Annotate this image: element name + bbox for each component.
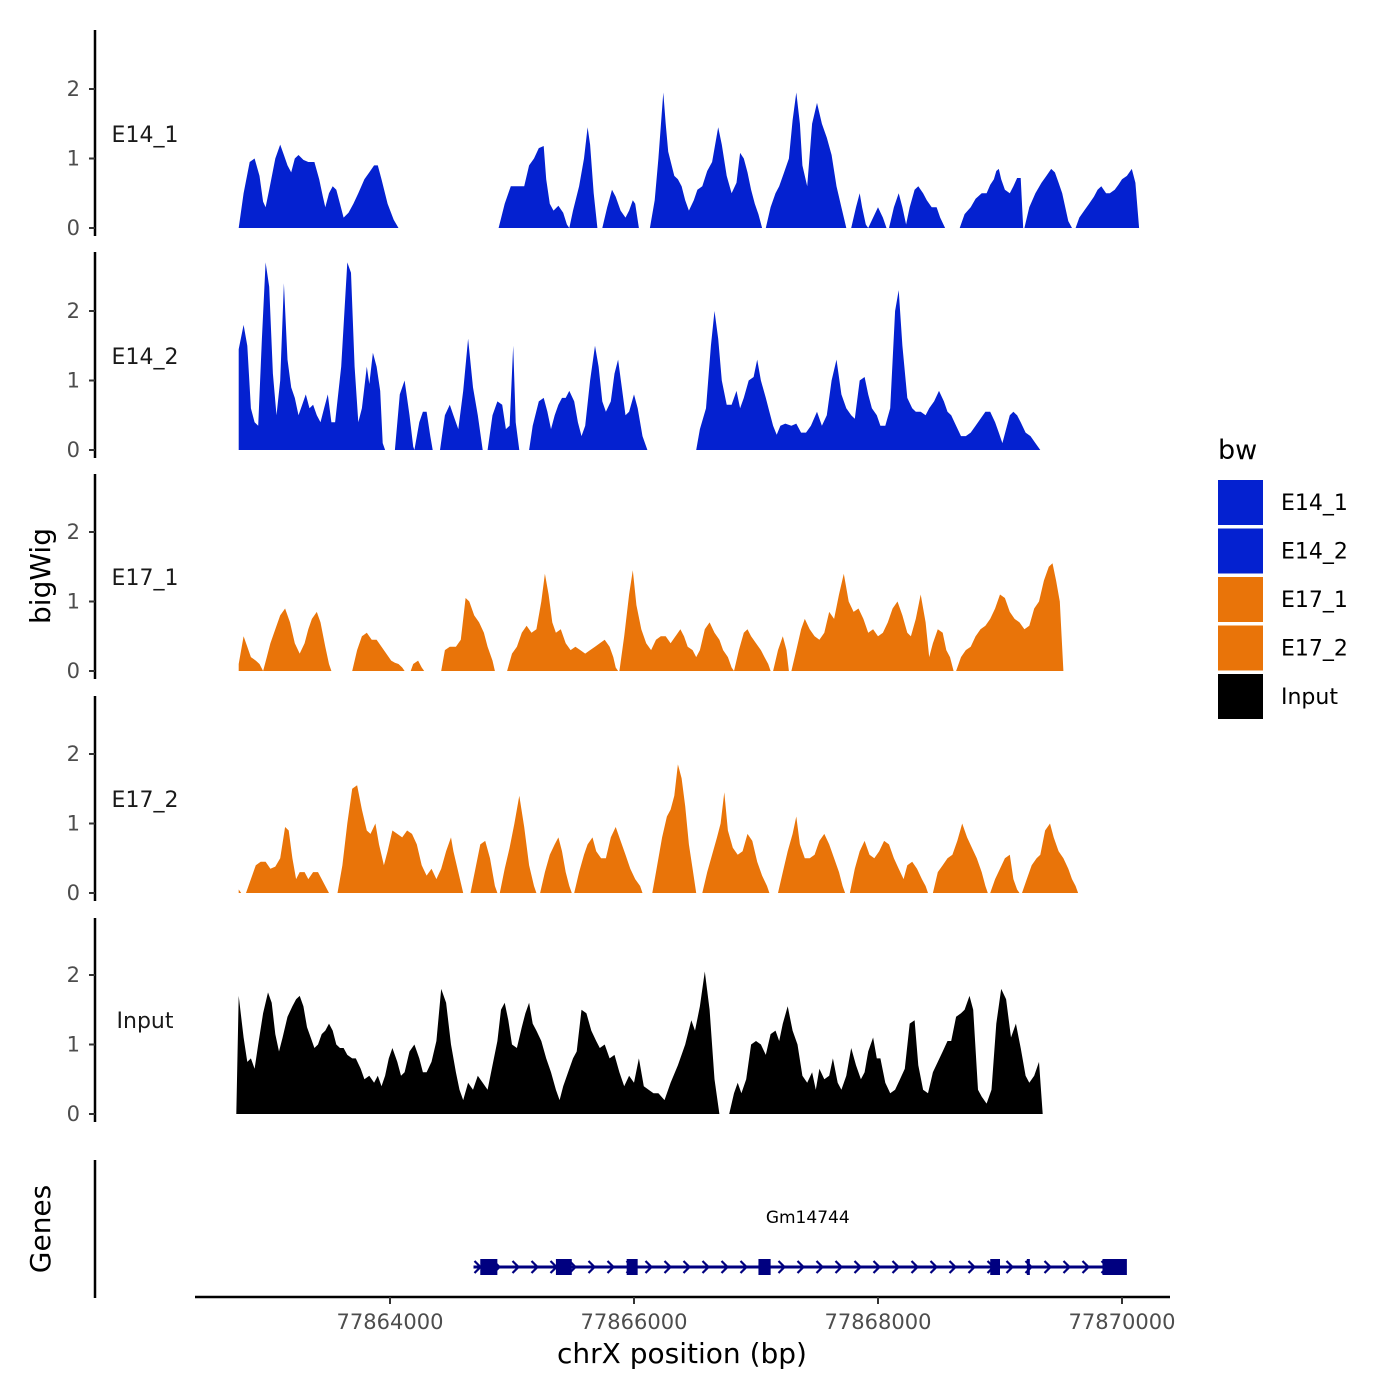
track-label-E17_2: E17_2: [112, 788, 179, 813]
legend-label-E17_1: E17_1: [1281, 588, 1348, 613]
exon-7: [1102, 1259, 1127, 1275]
legend-label-Input: Input: [1281, 685, 1338, 710]
strand-arrow-icon: [910, 1260, 920, 1274]
legend-swatch-E17_2: [1218, 625, 1263, 671]
area-E14_1: [238, 92, 1140, 228]
area-Input: [236, 971, 1043, 1114]
strand-arrow-icon: [530, 1260, 540, 1274]
exon-6: [1026, 1259, 1030, 1275]
area-E14_2: [238, 262, 1119, 450]
strand-arrow-icon: [511, 1260, 521, 1274]
y-tick-label-E17_2-1: 1: [67, 812, 80, 836]
y-tick-label-E17_2-0: 0: [67, 881, 80, 905]
x-tick-label-77870000: 77870000: [1069, 1310, 1176, 1334]
legend-label-E14_1: E14_1: [1281, 491, 1348, 516]
strand-arrow-icon: [815, 1260, 825, 1274]
legend-label-E14_2: E14_2: [1281, 540, 1348, 565]
track-label-E14_2: E14_2: [112, 345, 179, 370]
y-tick-label-E14_1-1: 1: [67, 147, 80, 171]
legend-title: bw: [1218, 435, 1257, 466]
strand-arrow-icon: [1043, 1260, 1053, 1274]
y-tick-label-Input-2: 2: [67, 963, 80, 987]
exon-3: [626, 1259, 638, 1275]
area-E17_1: [238, 563, 1064, 671]
strand-arrow-icon: [872, 1260, 882, 1274]
strand-arrow-icon: [606, 1260, 616, 1274]
track-E14_2: 0 1 2 E14_2: [67, 252, 1119, 462]
y-tick-label-E17_1-0: 0: [67, 659, 80, 683]
strand-arrow-icon: [891, 1260, 901, 1274]
strand-arrow-icon: [1062, 1260, 1072, 1274]
strand-arrow-icon: [663, 1260, 673, 1274]
strand-arrow-icon: [644, 1260, 654, 1274]
strand-arrow-icon: [701, 1260, 711, 1274]
track-E17_2: 0 1 2 E17_2: [67, 696, 1079, 905]
track-E14_1: 0 1 2 E14_1: [67, 30, 1140, 240]
strand-arrow-icon: [1005, 1260, 1015, 1274]
strand-arrow-icon: [587, 1260, 597, 1274]
y-tick-label-E14_2-0: 0: [67, 438, 80, 462]
y-tick-label-E14_2-1: 1: [67, 369, 80, 393]
exon-2: [555, 1259, 572, 1275]
gene-label: Gm14744: [766, 1208, 850, 1228]
x-tick-label-77864000: 77864000: [337, 1310, 444, 1334]
y-tick-label-E14_2-2: 2: [67, 299, 80, 323]
strand-arrow-icon: [739, 1260, 749, 1274]
y-tick-label-E17_1-2: 2: [67, 520, 80, 544]
exon-4: [758, 1259, 771, 1275]
genes-axis-title: Genes: [24, 1185, 57, 1273]
strand-arrow-icon: [1081, 1260, 1091, 1274]
track-Input: 0 1 2 Input: [67, 918, 1043, 1126]
legend-swatch-E14_2: [1218, 528, 1263, 574]
exon-1: [480, 1259, 498, 1275]
y-tick-label-E14_1-2: 2: [67, 77, 80, 101]
x-tick-label-77866000: 77866000: [581, 1310, 688, 1334]
track-label-E17_1: E17_1: [112, 566, 179, 591]
y-tick-label-Input-1: 1: [67, 1033, 80, 1057]
track-E17_1: 0 1 2 E17_1: [67, 474, 1064, 683]
x-axis-title: chrX position (bp): [557, 1337, 807, 1370]
legend: bw E14_1 E14_2 E17_1 E17_2 Input: [1218, 435, 1348, 719]
y-tick-label-Input-0: 0: [67, 1102, 80, 1126]
track-label-E14_1: E14_1: [112, 123, 179, 148]
strand-arrow-icon: [967, 1260, 977, 1274]
x-axis: 77864000 77866000 77868000 77870000: [195, 1295, 1176, 1334]
y-tick-label-E17_1-1: 1: [67, 590, 80, 614]
strand-arrow-icon: [853, 1260, 863, 1274]
gene-track: Gm14744: [93, 1160, 1127, 1298]
y-tick-label-E14_1-0: 0: [67, 216, 80, 240]
y-axis-title: bigWig: [24, 528, 57, 624]
legend-swatch-Input: [1218, 674, 1263, 719]
tracks-group: 0 1 2 E14_1 0 1 2 E14_2 0 1 2 E17_1 0 1 2 E17_2 0 1 2 Input: [67, 30, 1140, 1126]
strand-arrow-icon: [796, 1260, 806, 1274]
gene-Gm14744: Gm14744: [473, 1208, 1127, 1275]
exon-5: [990, 1259, 1000, 1275]
strand-arrow-icon: [682, 1260, 692, 1274]
strand-arrow-icon: [929, 1260, 939, 1274]
y-tick-label-E17_2-2: 2: [67, 742, 80, 766]
x-tick-label-77868000: 77868000: [825, 1310, 932, 1334]
track-label-Input: Input: [117, 1009, 174, 1034]
legend-swatch-E14_1: [1218, 480, 1263, 525]
legend-swatch-E17_1: [1218, 577, 1263, 622]
area-E17_2: [238, 764, 1079, 893]
strand-arrow-icon: [777, 1260, 787, 1274]
legend-label-E17_2: E17_2: [1281, 637, 1348, 662]
strand-arrow-icon: [834, 1260, 844, 1274]
strand-arrow-icon: [948, 1260, 958, 1274]
strand-arrow-icon: [720, 1260, 730, 1274]
